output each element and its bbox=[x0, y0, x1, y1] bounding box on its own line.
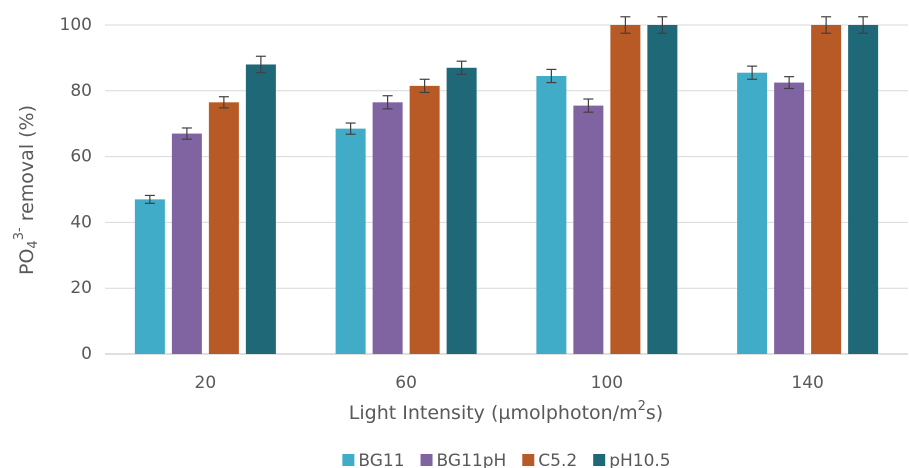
y-tick-label: 40 bbox=[70, 212, 92, 232]
x-tick-label: 20 bbox=[195, 373, 217, 393]
bar bbox=[171, 133, 202, 354]
error-bar bbox=[546, 68, 557, 84]
error-bar bbox=[456, 60, 467, 75]
legend-swatch bbox=[593, 454, 606, 466]
y-label-text: PO bbox=[16, 249, 38, 275]
error-bar bbox=[747, 65, 758, 80]
bar bbox=[774, 82, 805, 354]
y-label-rest: removal (%) bbox=[16, 105, 38, 227]
x-tick-label: 140 bbox=[791, 373, 823, 393]
error-bar bbox=[181, 127, 192, 140]
legend-label: BG11pH bbox=[437, 451, 507, 468]
bar bbox=[737, 72, 768, 354]
x-tick-label: 100 bbox=[591, 373, 623, 393]
y-tick-label: 80 bbox=[70, 81, 92, 101]
bar bbox=[848, 25, 879, 354]
error-bar bbox=[583, 98, 594, 113]
bar bbox=[573, 105, 604, 354]
error-bar bbox=[144, 194, 155, 204]
bar bbox=[647, 25, 678, 354]
x-label-text: Light Intensity (µmolphoton/m bbox=[349, 402, 638, 424]
y-tick-label: 100 bbox=[60, 15, 92, 35]
bar bbox=[610, 25, 641, 354]
bar bbox=[208, 102, 239, 354]
error-bar bbox=[255, 55, 266, 74]
error-bar bbox=[382, 95, 393, 110]
error-bar bbox=[218, 96, 229, 109]
x-axis-label: Light Intensity (µmolphoton/m2s) bbox=[349, 399, 663, 424]
error-bar bbox=[858, 16, 869, 34]
bar bbox=[335, 128, 366, 354]
y-axis-label: PO43- removal (%) bbox=[12, 105, 41, 275]
legend-label: BG11 bbox=[358, 451, 404, 468]
x-tick-label: 60 bbox=[395, 373, 417, 393]
x-label-rest: s) bbox=[646, 402, 663, 424]
bar bbox=[134, 199, 165, 354]
y-label-sub: 4 bbox=[26, 240, 41, 248]
y-label-sup: 3- bbox=[12, 227, 27, 240]
error-bar bbox=[821, 16, 832, 34]
bar bbox=[811, 25, 842, 354]
error-bar bbox=[620, 16, 631, 34]
x-label-sup: 2 bbox=[638, 399, 646, 414]
error-bar bbox=[419, 78, 430, 94]
legend-swatch bbox=[420, 454, 433, 466]
bar bbox=[536, 75, 567, 355]
y-tick-label: 60 bbox=[70, 147, 92, 167]
error-bar bbox=[657, 16, 668, 34]
legend-label: pH10.5 bbox=[609, 451, 670, 468]
legend-label: C5.2 bbox=[538, 451, 577, 468]
error-bar bbox=[784, 76, 795, 90]
error-bar bbox=[345, 122, 356, 135]
y-tick-label: 20 bbox=[70, 278, 92, 298]
bar bbox=[372, 102, 403, 354]
bar bbox=[409, 85, 440, 355]
legend-swatch bbox=[522, 454, 535, 466]
legend-swatch bbox=[342, 454, 355, 466]
bar bbox=[245, 64, 276, 354]
bar bbox=[446, 67, 477, 355]
y-tick-label: 0 bbox=[81, 344, 92, 364]
